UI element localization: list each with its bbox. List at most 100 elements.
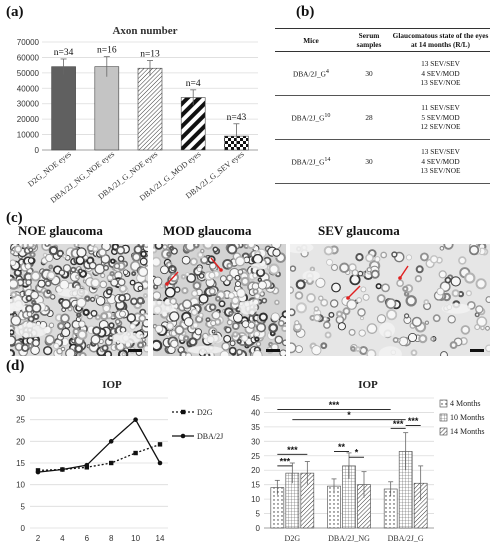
axon-profile bbox=[226, 319, 233, 326]
x-tick-label: 10 bbox=[131, 534, 140, 543]
axon-profile bbox=[320, 298, 329, 307]
axon-profile bbox=[202, 244, 214, 250]
states-cell: 13 SEV/SEV 4 SEV/MOD 13 SEV/NOE bbox=[391, 139, 490, 185]
axon-profile bbox=[295, 279, 306, 290]
legend-marker bbox=[181, 409, 186, 415]
axon-profile bbox=[119, 310, 126, 318]
x-tick-label: 4 bbox=[60, 534, 65, 543]
table-row: DBA/2J_G10 28 11 SEV/SEV 5 SEV/MOD 12 SEV/… bbox=[275, 95, 490, 141]
pale-region bbox=[302, 270, 320, 281]
axon-profile bbox=[229, 340, 236, 347]
bar bbox=[51, 66, 76, 151]
axon-profile bbox=[122, 269, 129, 275]
legend-label: 4 Months bbox=[450, 399, 480, 408]
axon-profile bbox=[92, 326, 102, 336]
axon-profile bbox=[168, 311, 180, 322]
axon-profile bbox=[234, 256, 246, 267]
red-arrow bbox=[210, 257, 222, 271]
bar bbox=[94, 66, 120, 151]
data-point bbox=[60, 467, 65, 472]
axon-profile bbox=[170, 339, 179, 349]
red-arrow bbox=[347, 285, 361, 299]
axon-profile bbox=[215, 295, 221, 302]
axon-profile bbox=[240, 276, 250, 287]
axon-profile bbox=[236, 288, 246, 298]
axon-profile bbox=[309, 266, 316, 272]
axon-profile bbox=[323, 245, 334, 256]
axon-profile bbox=[440, 351, 448, 356]
axon-profile bbox=[270, 312, 280, 322]
samples-cell: 28 bbox=[347, 95, 391, 141]
axon-profile bbox=[139, 257, 148, 266]
axon-profile bbox=[90, 244, 96, 247]
pale-region bbox=[251, 262, 268, 270]
axon-profile bbox=[90, 296, 96, 302]
axon-profile bbox=[226, 244, 238, 255]
axon-profile bbox=[208, 287, 216, 295]
axon-profile bbox=[366, 348, 377, 356]
axon-profile bbox=[330, 263, 339, 272]
axon-profile bbox=[226, 262, 233, 269]
significance-label: *** bbox=[280, 456, 291, 466]
axon-profile bbox=[153, 276, 163, 286]
mice-table: Mice Serum samples Glaucomatous state of… bbox=[275, 27, 490, 185]
axon-chart-title: Axon number bbox=[112, 25, 177, 37]
axon-profile bbox=[102, 264, 109, 271]
axon-profile bbox=[205, 317, 211, 323]
axon-profile bbox=[27, 257, 35, 264]
axon-profile bbox=[254, 336, 260, 342]
y-tick-label: 60000 bbox=[17, 53, 40, 62]
axon-profile bbox=[90, 309, 98, 317]
y-tick-label: 40000 bbox=[17, 84, 40, 93]
axon-profile bbox=[110, 258, 116, 264]
axon-profile bbox=[44, 280, 52, 287]
axon-profile bbox=[212, 246, 219, 253]
x-tick-label: D2G bbox=[285, 534, 301, 543]
axon-profile bbox=[468, 244, 480, 256]
axon-profile bbox=[294, 320, 300, 326]
y-tick-label: 25 bbox=[251, 452, 260, 461]
axon-profile bbox=[45, 253, 54, 262]
axon-profile bbox=[355, 346, 361, 352]
axon-profile bbox=[121, 351, 127, 356]
axon-profile bbox=[330, 299, 339, 308]
axon-profile bbox=[133, 245, 143, 254]
axon-profile bbox=[252, 288, 259, 295]
axon-profile bbox=[226, 274, 234, 282]
axon-profile bbox=[194, 328, 202, 336]
axon-profile bbox=[137, 285, 144, 292]
axon-profile bbox=[153, 246, 158, 254]
mice-cell: DBA/2J_G10 bbox=[275, 95, 347, 141]
axon-profile bbox=[160, 265, 169, 275]
axon-profile bbox=[101, 344, 109, 352]
y-tick-label: 0 bbox=[35, 146, 40, 155]
axon-profile bbox=[281, 324, 286, 333]
axon-profile bbox=[169, 297, 178, 306]
axon-profile bbox=[342, 307, 351, 316]
axon-profile bbox=[32, 339, 40, 347]
axon-profile bbox=[414, 275, 423, 283]
red-arrow-head bbox=[346, 296, 350, 300]
axon-profile bbox=[209, 303, 217, 311]
axon-profile bbox=[76, 312, 82, 318]
axon-profile bbox=[358, 329, 366, 337]
axon-profile bbox=[77, 268, 83, 274]
samples-cell: 30 bbox=[347, 51, 391, 97]
axon-profile bbox=[485, 325, 490, 331]
axon-profile bbox=[10, 259, 17, 267]
axon-profile bbox=[224, 326, 232, 334]
pale-region bbox=[238, 300, 258, 315]
y-tick-label: 20 bbox=[16, 437, 25, 446]
axon-profile bbox=[236, 348, 243, 356]
axon-profile bbox=[337, 322, 346, 331]
axon-profile bbox=[443, 244, 454, 250]
axon-profile bbox=[290, 286, 295, 294]
y-tick-label: 10000 bbox=[17, 131, 40, 140]
axon-profile bbox=[398, 336, 409, 347]
axon-profile bbox=[76, 329, 88, 340]
axon-profile bbox=[386, 309, 398, 321]
axon-profile bbox=[170, 266, 176, 272]
axon-profile bbox=[228, 346, 237, 355]
iop-line-chart: IOP 0 5 10 15 20 25 30 2 4 6 8 10 14 D2G DBA/2J bbox=[16, 379, 223, 543]
axon-profile bbox=[159, 283, 165, 289]
